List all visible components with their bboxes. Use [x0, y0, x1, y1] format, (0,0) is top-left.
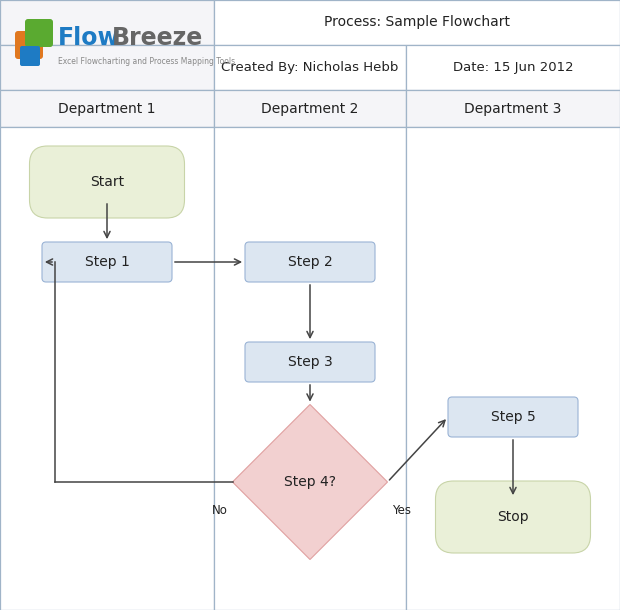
Text: Department 2: Department 2 — [261, 101, 359, 115]
Text: Step 4?: Step 4? — [284, 475, 336, 489]
FancyBboxPatch shape — [435, 481, 590, 553]
FancyBboxPatch shape — [245, 242, 375, 282]
Bar — [406, 90, 620, 127]
Text: Start: Start — [90, 175, 124, 189]
Bar — [0, 127, 214, 610]
Bar — [214, 90, 406, 127]
Text: Date: 15 Jun 2012: Date: 15 Jun 2012 — [453, 60, 574, 73]
Text: Department 3: Department 3 — [464, 101, 562, 115]
Text: Step 2: Step 2 — [288, 255, 332, 269]
Text: Created By: Nicholas Hebb: Created By: Nicholas Hebb — [221, 60, 399, 73]
Text: Department 1: Department 1 — [58, 101, 156, 115]
Text: Process: Sample Flowchart: Process: Sample Flowchart — [324, 15, 510, 29]
Bar — [214, 0, 620, 45]
Text: Step 5: Step 5 — [490, 410, 536, 424]
Text: No: No — [211, 503, 228, 517]
Text: Breeze: Breeze — [112, 26, 203, 50]
FancyBboxPatch shape — [20, 46, 40, 66]
Bar — [406, 45, 620, 90]
FancyBboxPatch shape — [15, 31, 43, 59]
Text: Step 3: Step 3 — [288, 355, 332, 369]
FancyBboxPatch shape — [25, 19, 53, 47]
Bar — [0, 90, 214, 127]
FancyBboxPatch shape — [42, 242, 172, 282]
Bar — [406, 127, 620, 610]
Text: Yes: Yes — [392, 503, 412, 517]
FancyBboxPatch shape — [30, 146, 185, 218]
Bar — [214, 45, 406, 90]
Bar — [214, 127, 406, 610]
Bar — [0, 0, 214, 45]
FancyBboxPatch shape — [448, 397, 578, 437]
Text: Excel Flowcharting and Process Mapping Tools: Excel Flowcharting and Process Mapping T… — [58, 57, 235, 66]
Text: Stop: Stop — [497, 510, 529, 524]
Polygon shape — [232, 404, 388, 559]
Bar — [0, 45, 214, 90]
FancyBboxPatch shape — [245, 342, 375, 382]
Text: Step 1: Step 1 — [84, 255, 130, 269]
Text: Flow: Flow — [58, 26, 120, 50]
